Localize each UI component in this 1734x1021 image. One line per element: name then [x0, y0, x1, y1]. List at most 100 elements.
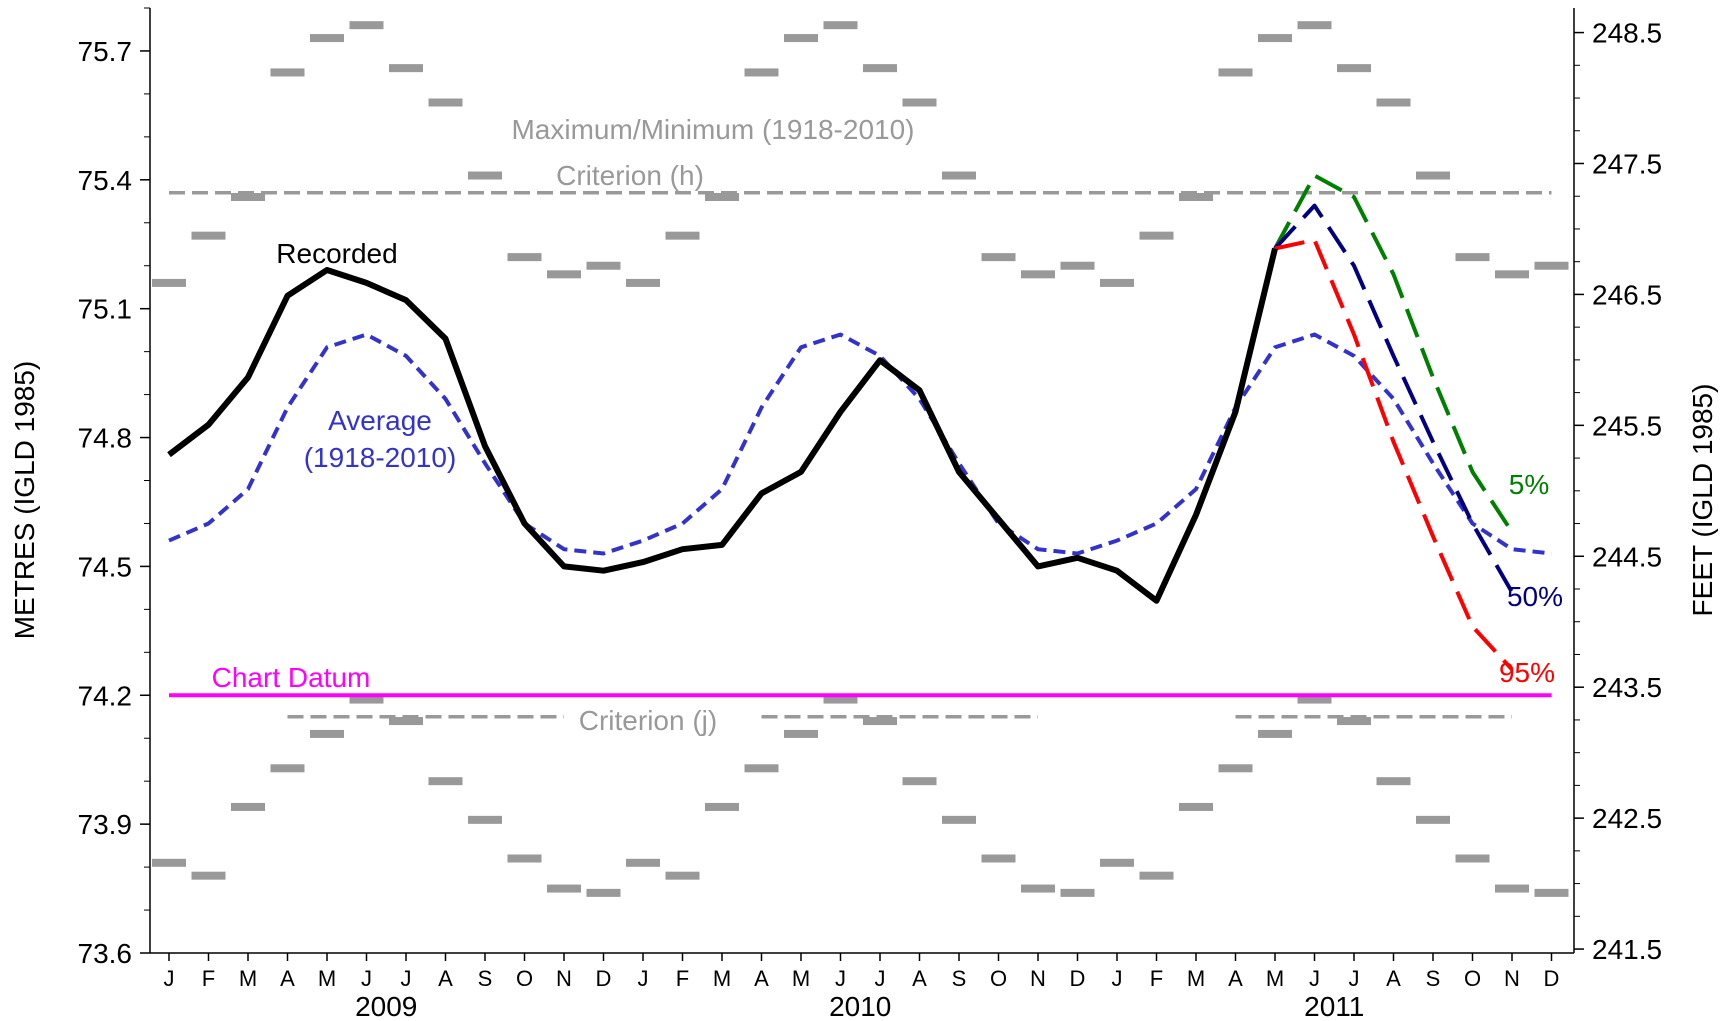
- month-label: J: [361, 966, 372, 991]
- recorded-annotation: Recorded: [276, 238, 397, 269]
- month-label: S: [478, 966, 493, 991]
- month-label: A: [438, 966, 453, 991]
- max-bar: [1534, 261, 1569, 270]
- month-label: D: [596, 966, 612, 991]
- left-tick-label: 74.2: [78, 680, 133, 711]
- min-bar: [310, 729, 344, 738]
- min-bar: [1495, 884, 1529, 893]
- right-tick-label: 243.5: [1592, 672, 1662, 703]
- min-bar: [1455, 854, 1490, 863]
- max-bar: [349, 21, 384, 30]
- chart-datum-annotation: Chart Datum: [212, 662, 371, 693]
- max-bar: [1218, 68, 1253, 77]
- min-bar: [1258, 729, 1292, 738]
- max-bar: [1100, 278, 1134, 287]
- month-label: D: [1544, 966, 1560, 991]
- min-bar: [389, 717, 423, 726]
- left-tick-label: 75.1: [78, 294, 133, 325]
- recorded-line: [167, 247, 1278, 604]
- min-bar: [231, 802, 265, 811]
- min-bar: [1139, 871, 1174, 880]
- max-bar: [744, 68, 779, 77]
- min-bar: [902, 777, 937, 786]
- min-bar: [468, 815, 502, 824]
- min-bar: [1337, 717, 1371, 726]
- max-bar: [626, 278, 660, 287]
- min-bar: [626, 858, 660, 867]
- min-bar: [863, 717, 897, 726]
- p95-annotation: 95%: [1499, 657, 1555, 688]
- p50-line: [1273, 203, 1514, 594]
- max-bar: [1060, 261, 1095, 270]
- max-bar: [784, 34, 818, 43]
- right-tick-label: 242.5: [1592, 803, 1662, 834]
- month-label: D: [1070, 966, 1086, 991]
- month-label: F: [202, 966, 215, 991]
- max-bar: [231, 193, 265, 201]
- right-tick-label: 247.5: [1592, 148, 1662, 179]
- max-bar: [1376, 98, 1411, 107]
- min-bar: [1021, 884, 1055, 893]
- max-bar: [981, 253, 1016, 262]
- min-bar: [191, 871, 226, 880]
- month-label: A: [754, 966, 769, 991]
- month-label: N: [556, 966, 572, 991]
- average-line: [168, 332, 1552, 556]
- max-bar: [823, 21, 858, 30]
- max-bar: [665, 231, 700, 240]
- month-label: O: [516, 966, 533, 991]
- month-label: J: [1349, 966, 1360, 991]
- month-label: F: [676, 966, 689, 991]
- max-bar: [1021, 270, 1055, 279]
- max-bar: [1337, 64, 1371, 73]
- max-bar: [1179, 193, 1213, 201]
- month-label: J: [164, 966, 175, 991]
- month-label: M: [792, 966, 810, 991]
- month-label: J: [875, 966, 886, 991]
- left-tick-label: 75.7: [78, 36, 133, 67]
- maxmin-annotation: Maximum/Minimum (1918-2010): [511, 114, 914, 145]
- max-bar: [428, 98, 463, 107]
- month-label: S: [952, 966, 967, 991]
- max-bar: [586, 261, 621, 270]
- min-bar: [705, 802, 739, 811]
- year-label: 2009: [355, 991, 417, 1021]
- month-label: S: [1426, 966, 1441, 991]
- min-bar: [784, 729, 818, 738]
- min-bar: [1060, 888, 1095, 897]
- max-bar: [1455, 253, 1490, 262]
- month-label: M: [713, 966, 731, 991]
- month-label: F: [1150, 966, 1163, 991]
- min-bar: [1100, 858, 1134, 867]
- right-tick-label: 241.5: [1592, 934, 1662, 965]
- min-bar: [152, 858, 186, 867]
- year-label: 2010: [829, 991, 891, 1021]
- max-bar: [468, 171, 502, 180]
- month-label: O: [990, 966, 1007, 991]
- p5-annotation: 5%: [1509, 469, 1549, 500]
- maxmin-bars: [152, 21, 1569, 897]
- max-bar: [1416, 171, 1450, 180]
- left-tick-label: 73.6: [78, 938, 133, 969]
- average-annotation-line1: Average: [328, 405, 432, 436]
- max-bar: [1258, 34, 1292, 43]
- month-label: M: [239, 966, 257, 991]
- month-label: J: [638, 966, 649, 991]
- max-bar: [152, 278, 186, 287]
- month-label: J: [835, 966, 846, 991]
- month-label: M: [1187, 966, 1205, 991]
- p5-line: [1273, 173, 1514, 534]
- max-bar: [507, 253, 542, 262]
- min-bar: [1218, 764, 1253, 773]
- series-lines: [167, 173, 1552, 719]
- month-label: A: [280, 966, 295, 991]
- left-tick-label: 74.8: [78, 423, 133, 454]
- min-bar: [744, 764, 779, 773]
- p50-annotation: 50%: [1507, 581, 1563, 612]
- left-tick-label: 74.5: [78, 551, 133, 582]
- right-tick-label: 245.5: [1592, 410, 1662, 441]
- month-label: A: [1228, 966, 1243, 991]
- max-bar: [902, 98, 937, 107]
- max-bar: [310, 34, 344, 43]
